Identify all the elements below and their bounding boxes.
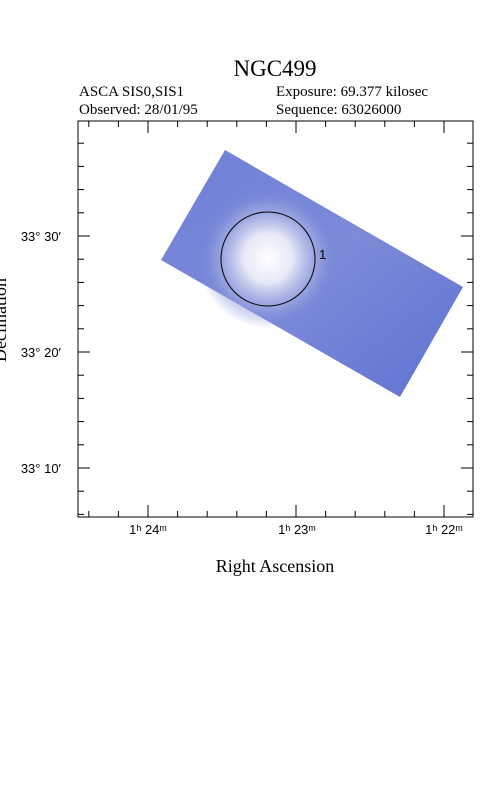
x-tick-label: 1ʰ 23ᵐ [278, 522, 316, 537]
tick-marks [78, 121, 473, 517]
y-axis-label: Declination [0, 278, 10, 362]
x-tick-label: 1ʰ 24ᵐ [129, 522, 167, 537]
source-glow [198, 188, 338, 328]
region-circle [220, 211, 316, 307]
y-tick-label: 33° 20′ [21, 345, 62, 360]
plot-frame [77, 120, 474, 518]
title: NGC499 [233, 56, 316, 81]
instrument: ASCA SIS0,SIS1 [79, 84, 184, 100]
region-label: 1 [319, 247, 326, 262]
sequence: Sequence: 63026000 [276, 102, 401, 118]
observed: Observed: 28/01/95 [79, 102, 198, 118]
y-tick-label: 33° 10′ [21, 461, 62, 476]
y-tick-label: 33° 30′ [21, 229, 62, 244]
exposure: Exposure: 69.377 kilosec [276, 84, 428, 100]
x-axis-label: Right Ascension [216, 556, 335, 576]
x-tick-label: 1ʰ 22ᵐ [425, 522, 463, 537]
